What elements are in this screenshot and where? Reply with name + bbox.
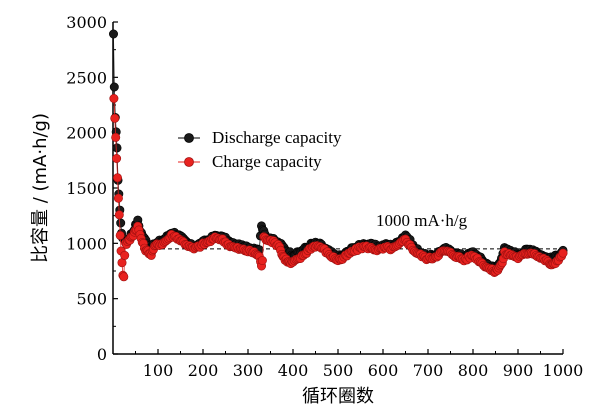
legend-label-discharge: Discharge capacity (212, 128, 342, 147)
data-point (558, 248, 568, 258)
x-tick-label: 600 (368, 361, 399, 380)
data-point (110, 113, 120, 123)
x-tick-label: 700 (413, 361, 444, 380)
data-point (257, 255, 267, 265)
data-point (111, 132, 121, 142)
legend: Discharge capacity Charge capacity (178, 128, 342, 171)
data-point (109, 82, 119, 92)
x-tick-label: 800 (458, 361, 489, 380)
data-point (113, 193, 123, 203)
y-tick-label: 500 (76, 290, 107, 309)
data-point (112, 143, 122, 153)
data-point (120, 250, 130, 260)
x-tick-label: 1000 (543, 361, 584, 380)
x-tick-label: 500 (323, 361, 354, 380)
x-tick-label: 300 (233, 361, 264, 380)
legend-marker-discharge (184, 133, 194, 143)
y-tick-label: 2500 (66, 68, 107, 87)
y-axis-title: 比容量 / (mA·h/g) (30, 113, 51, 263)
x-tick-label: 400 (278, 361, 309, 380)
data-point (119, 272, 129, 282)
data-point (116, 218, 126, 228)
y-tick-label: 1000 (66, 234, 107, 253)
data-point (113, 173, 123, 183)
y-tick-label: 2000 (66, 124, 107, 143)
legend-item-charge: Charge capacity (178, 152, 322, 171)
legend-item-discharge: Discharge capacity (178, 128, 342, 147)
y-tick-label: 0 (97, 345, 107, 364)
x-axis-title: 循环圈数 (302, 386, 374, 407)
data-point (114, 210, 124, 220)
legend-marker-charge (184, 157, 194, 167)
legend-label-charge: Charge capacity (212, 152, 322, 171)
x-tick-label: 200 (188, 361, 219, 380)
reference-annotation: 1000 mA·h/g (376, 211, 468, 230)
data-point (109, 29, 119, 39)
data-point (109, 94, 119, 104)
data-point (115, 230, 125, 240)
y-tick-label: 3000 (66, 13, 107, 32)
x-tick-label: 100 (143, 361, 174, 380)
x-tick-label: 900 (503, 361, 534, 380)
y-axis-ticks: 0 500 1000 1500 2000 2500 3000 (66, 13, 118, 364)
data-point (112, 154, 122, 164)
series-layer (109, 29, 568, 282)
series-line (113, 97, 564, 277)
y-tick-label: 1500 (66, 179, 107, 198)
series-charge (109, 94, 568, 282)
x-axis-ticks: 100 200 300 400 500 600 700 800 900 1000 (135, 349, 584, 380)
